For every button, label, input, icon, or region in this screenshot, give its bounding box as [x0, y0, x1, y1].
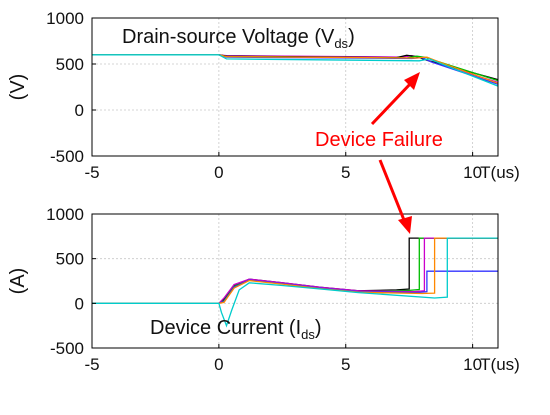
chart-title-main: Device Current (I [150, 317, 301, 339]
chart-title-main: Drain-source Voltage (V [122, 26, 335, 48]
chart-title: Drain-source Voltage (Vds) [122, 26, 355, 51]
x-tick-label: 10 [463, 163, 482, 182]
y-axis-label: (V) [7, 74, 29, 101]
y-tick-label: 500 [56, 250, 84, 269]
series-line-3 [92, 237, 498, 304]
series-line-3 [92, 54, 499, 82]
chart-title-subscript: ds [301, 327, 315, 342]
series-line-5 [92, 237, 498, 304]
y-axis-label: (A) [7, 268, 29, 295]
chart-title-suffix: ) [315, 317, 322, 339]
plot-frame [91, 17, 499, 157]
series-line-6 [92, 54, 499, 87]
plot-frame [91, 213, 499, 349]
x-tick-label: 10 [463, 355, 482, 374]
chart-title-subscript: ds [334, 36, 348, 51]
x-tick-label: 0 [214, 163, 223, 182]
y-tick-label: 1000 [46, 9, 84, 28]
panel-1: -5 0 5 10 1000 500 0 -500 T(us) (V) Drain-source V… [7, 9, 520, 182]
y-tick-label: -500 [50, 147, 84, 166]
series-line-6 [92, 237, 498, 328]
x-axis-label: T(us) [480, 355, 520, 374]
y-tick-label: -500 [50, 339, 84, 358]
failure-arrow-up [370, 72, 420, 126]
x-tick-label: 5 [341, 163, 350, 182]
y-tick-label: 1000 [46, 205, 84, 224]
x-tick-label: -5 [84, 355, 99, 374]
y-tick-label: 0 [75, 294, 84, 313]
failure-arrow-down [378, 159, 412, 234]
chart-title-suffix: ) [348, 26, 355, 48]
x-tick-label: 0 [214, 355, 223, 374]
panel-2: -5 0 5 10 1000 500 0 -500 T(us) (A) Device Current… [7, 205, 520, 374]
y-tick-label: 0 [75, 101, 84, 120]
x-axis-label: T(us) [480, 163, 520, 182]
annotation-text: Device Failure [315, 129, 443, 151]
y-tick-label: 500 [56, 55, 84, 74]
chart-title: Device Current (Ids) [150, 317, 322, 342]
x-tick-label: -5 [84, 163, 99, 182]
x-tick-label: 5 [341, 355, 350, 374]
series-line-2 [92, 54, 499, 81]
